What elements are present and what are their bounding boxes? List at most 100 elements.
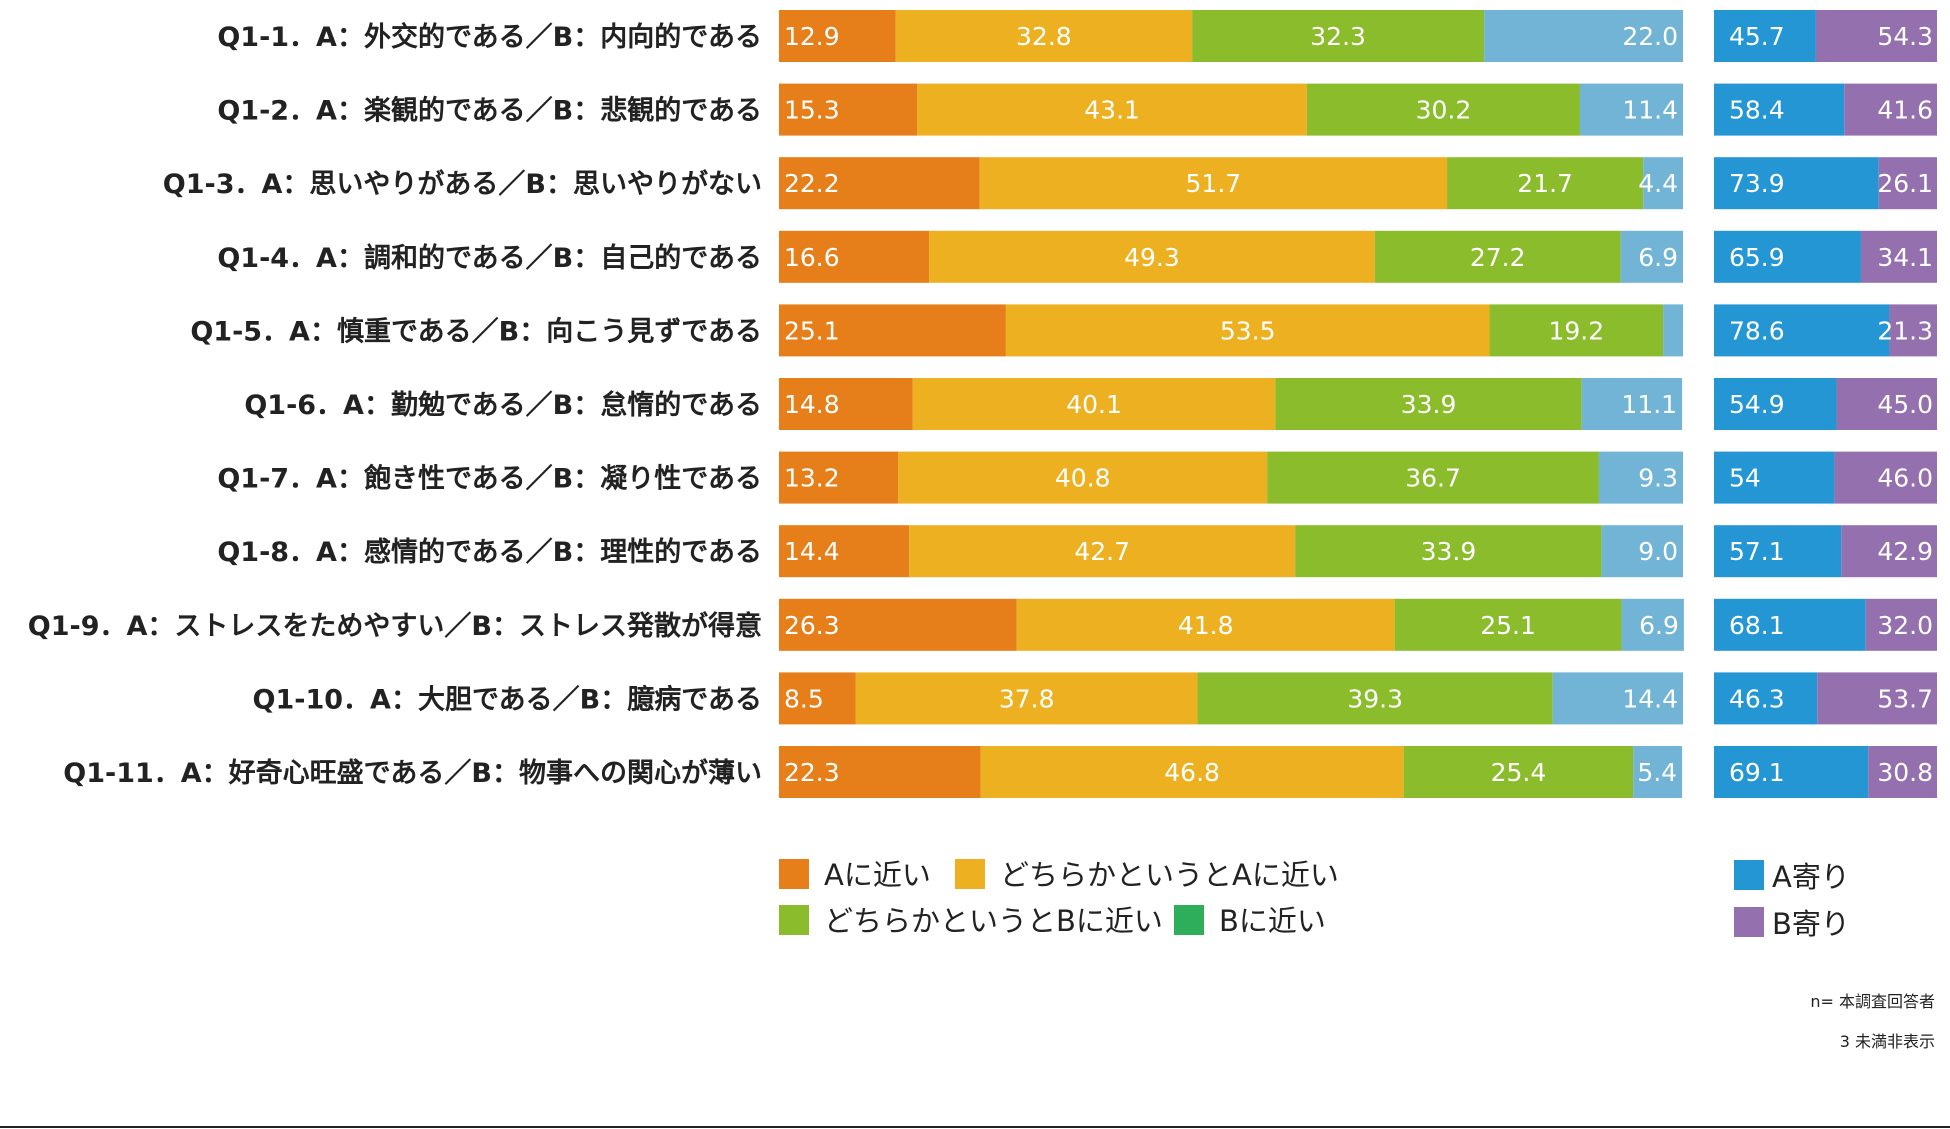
bar-row: Q1-9．A：ストレスをためやすい／B：ストレス発散が得意 26.3 41.8 25.… (28, 598, 1937, 651)
side-bar-value-label: 54.9 (1729, 390, 1785, 419)
bar-segment (979, 157, 1448, 210)
bar-value-label: 37.8 (999, 684, 1055, 713)
bar-segment (1601, 525, 1683, 578)
category-label: Q1-10．A：大胆である／B：臆病である (253, 684, 762, 715)
side-bar-value-label: 46.3 (1729, 684, 1785, 713)
bar-row: Q1-11．A：好奇心旺盛である／B：物事への関心が薄い 22.3 46.8 25.4… (63, 746, 1937, 798)
side-bar-segment (1841, 525, 1937, 578)
category-label: Q1-4．A：調和的である／B：自己的である (217, 242, 762, 274)
bar-segment (1192, 10, 1485, 62)
bar-row: Q1-7．A：飽き性である／B：凝り性である 13.2 40.8 36.7 9.3 54 4… (217, 451, 1937, 504)
bar-value-label: 14.4 (784, 537, 840, 566)
legend-swatch (1174, 905, 1204, 935)
bar-row: Q1-5．A：慎重である／B：向こう見ずである 25.1 53.5 19.2 78.6 2… (190, 304, 1937, 357)
legend-swatch (779, 905, 809, 935)
bar-segment (1295, 525, 1602, 578)
bar-value-label: 51.7 (1186, 169, 1242, 198)
side-bar-segment (1860, 230, 1937, 283)
bar-segment (779, 157, 980, 210)
bar-value-label: 49.3 (1124, 243, 1180, 272)
bar-row: Q1-4．A：調和的である／B：自己的である 16.6 49.3 27.2 6.9 65.… (217, 230, 1937, 283)
side-bar-segment (1714, 83, 1845, 136)
side-bar-value-label: 54 (1729, 464, 1761, 493)
bar-segment (1374, 230, 1621, 283)
bar-segment (779, 746, 981, 798)
bar-segment (1633, 746, 1683, 798)
side-bar-value-label: 30.8 (1877, 758, 1933, 787)
category-label: Q1-7．A：飽き性である／B：凝り性である (217, 463, 762, 495)
side-bar-segment (1868, 746, 1937, 798)
bar-row: Q1-2．A：楽観的である／B：悲観的である 15.3 43.1 30.2 11.4 58… (217, 83, 1937, 136)
note-sample: n= 本調査回答者 (1810, 992, 1935, 1011)
bar-segment (917, 83, 1307, 136)
side-bar-value-label: 42.9 (1877, 537, 1933, 566)
bar-row: Q1-6．A：勤勉である／B：怠惰的である 14.8 40.1 33.9 11.1 54.… (244, 378, 1937, 430)
bar-value-label: 39.3 (1347, 684, 1403, 713)
bar-value-label: 27.2 (1470, 243, 1526, 272)
bar-segment (779, 525, 910, 578)
side-bar-value-label: 73.9 (1729, 169, 1785, 198)
side-bar-segment (1878, 157, 1937, 210)
category-label: Q1-9．A：ストレスをためやすい／B：ストレス発散が得意 (28, 610, 762, 642)
bar-value-label: 9.3 (1638, 464, 1678, 493)
bar-segment (1197, 672, 1553, 725)
legend-label: B寄り (1772, 907, 1850, 941)
bar-segment (779, 451, 899, 504)
bar-value-label: 40.8 (1055, 464, 1111, 493)
side-bar-value-label: 32.0 (1877, 611, 1933, 640)
side-bar-segment (1714, 157, 1879, 210)
bar-value-label: 33.9 (1421, 537, 1477, 566)
bar-segment (1579, 83, 1683, 136)
bar-value-label: 12.9 (784, 22, 840, 51)
bar-segment (980, 746, 1404, 798)
bar-row: Q1-3．A：思いやりがある／B：思いやりがない 22.2 51.7 21.7 4.4 7… (163, 157, 1937, 210)
side-bar-segment (1714, 10, 1816, 62)
bar-value-label: 22.3 (784, 758, 840, 787)
category-label: Q1-1．A：外交的である／B：内向的である (217, 21, 762, 53)
bar-segment (779, 378, 913, 430)
bar-value-label: 13.2 (784, 464, 840, 493)
bar-segment (855, 672, 1198, 725)
side-bar-value-label: 78.6 (1729, 316, 1785, 345)
bar-segment (1005, 304, 1490, 357)
side-bar-segment (1834, 451, 1937, 504)
side-bar-segment (1865, 598, 1937, 651)
bar-segment (1663, 304, 1683, 357)
bar-segment (1621, 598, 1684, 651)
category-label: Q1-6．A：勤勉である／B：怠惰的である (244, 389, 762, 421)
bar-segment (1275, 378, 1582, 430)
side-bar-value-label: 45.7 (1729, 22, 1785, 51)
side-bar-segment (1714, 230, 1861, 283)
legend-label: Aに近い (824, 858, 931, 892)
bar-row: Q1-1．A：外交的である／B：内向的である 12.9 32.8 32.3 22.0 45… (217, 10, 1937, 62)
side-bar-segment (1714, 672, 1818, 725)
bar-segment (898, 451, 1268, 504)
bar-segment (1581, 378, 1683, 430)
side-bar-value-label: 41.6 (1877, 96, 1933, 125)
bar-segment (779, 230, 930, 283)
side-bar-segment (1714, 304, 1890, 357)
bar-value-label: 6.9 (1638, 243, 1678, 272)
side-bar-value-label: 53.7 (1877, 684, 1933, 713)
bar-segment (1394, 598, 1622, 651)
bar-value-label: 25.1 (1480, 611, 1536, 640)
side-bar-value-label: 46.0 (1877, 464, 1933, 493)
side-bar-segment (1714, 378, 1837, 430)
note-hidden: 3 未満非表示 (1840, 1032, 1935, 1051)
bar-segment (779, 598, 1017, 651)
bar-value-label: 25.1 (784, 316, 840, 345)
bar-value-label: 26.3 (784, 611, 840, 640)
bar-value-label: 42.7 (1074, 537, 1130, 566)
bar-value-label: 11.4 (1622, 96, 1678, 125)
category-label: Q1-2．A：楽観的である／B：悲観的である (217, 95, 762, 127)
chart-rows: Q1-1．A：外交的である／B：内向的である 12.9 32.8 32.3 22.0 45… (28, 10, 1937, 798)
bar-value-label: 25.4 (1491, 758, 1547, 787)
bar-value-label: 32.3 (1310, 22, 1366, 51)
category-label: Q1-11．A：好奇心旺盛である／B：物事への関心が薄い (63, 757, 762, 789)
side-bar-segment (1889, 304, 1937, 357)
bar-segment (1643, 157, 1683, 210)
bar-segment (1016, 598, 1395, 651)
bar-segment (1484, 10, 1683, 62)
